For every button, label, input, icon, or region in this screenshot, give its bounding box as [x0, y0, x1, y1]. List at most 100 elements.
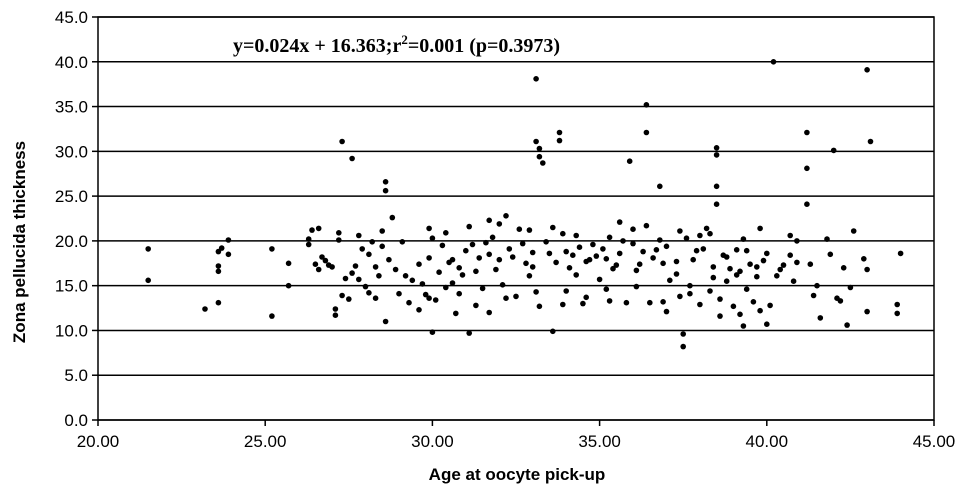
data-point [583, 258, 589, 265]
data-point [830, 147, 837, 154]
data-point [459, 272, 466, 278]
data-point [389, 214, 396, 221]
data-point [372, 264, 379, 270]
data-point [436, 269, 442, 276]
data-point [764, 321, 770, 328]
regression-annotation: y=0.024x + 16.363;r2=0.001 (p=0.3973) [233, 32, 560, 57]
data-point [650, 255, 656, 261]
data-point [499, 282, 506, 288]
data-point [717, 296, 723, 302]
data-point [372, 295, 379, 302]
plot-frame [97, 16, 935, 421]
y-tick-label: 40.0 [55, 53, 88, 72]
data-point [804, 165, 810, 172]
data-point [864, 266, 870, 273]
data-point [600, 246, 606, 252]
data-point [737, 311, 743, 318]
data-point [647, 299, 653, 306]
data-point [824, 236, 830, 242]
data-point [225, 237, 232, 243]
data-point [750, 299, 757, 305]
data-point [382, 318, 389, 325]
data-point [630, 240, 636, 247]
data-point [439, 242, 446, 249]
data-point [657, 237, 663, 243]
data-point [633, 283, 640, 290]
data-point [817, 315, 824, 321]
data-point [269, 246, 275, 252]
data-point [352, 263, 359, 269]
data-point [596, 276, 603, 283]
data-point [573, 272, 579, 278]
data-point [867, 138, 874, 145]
data-point [573, 232, 579, 239]
data-point [305, 236, 312, 242]
data-point [747, 261, 753, 268]
data-point [215, 299, 222, 306]
data-point [486, 251, 493, 258]
data-point [847, 284, 854, 291]
data-point [366, 251, 372, 258]
data-point [840, 265, 847, 271]
data-point [633, 267, 640, 274]
data-point [623, 299, 630, 306]
data-point [570, 252, 576, 258]
data-point [362, 283, 369, 290]
data-point [392, 266, 399, 273]
data-point [563, 288, 569, 294]
data-point [536, 145, 543, 152]
data-point [469, 241, 476, 248]
data-point [737, 268, 743, 275]
data-point [603, 286, 610, 293]
data-point [717, 313, 723, 319]
data-point [610, 265, 616, 272]
data-point [780, 262, 787, 268]
data-point [861, 255, 867, 262]
data-point [733, 247, 740, 253]
gridlines [92, 16, 935, 426]
data-point [432, 297, 439, 303]
data-point [449, 256, 456, 263]
x-tick-label: 25.00 [244, 432, 287, 451]
data-point [760, 257, 767, 264]
data-point [456, 265, 463, 271]
data-point [382, 187, 389, 194]
data-point [145, 277, 151, 284]
data-point [566, 265, 573, 271]
data-point [429, 235, 436, 241]
data-point [713, 201, 720, 207]
data-points [145, 59, 904, 350]
data-point [332, 306, 339, 312]
data-point [767, 302, 773, 309]
data-point [215, 263, 222, 269]
data-point [336, 237, 342, 243]
y-tick-label: 30.0 [55, 142, 88, 161]
data-point [506, 246, 513, 252]
data-point [556, 129, 563, 136]
data-point [677, 228, 683, 234]
data-point [643, 222, 650, 229]
data-point [202, 306, 208, 312]
data-point [476, 255, 483, 261]
data-point [643, 102, 650, 108]
data-point [466, 330, 473, 336]
data-point [743, 286, 750, 293]
data-point [740, 236, 747, 242]
data-point [620, 238, 626, 244]
data-point [526, 227, 533, 233]
y-axis-title: Zona pellucida thickness [10, 141, 29, 343]
data-point [864, 67, 870, 73]
data-point [710, 264, 717, 270]
data-point [285, 260, 292, 267]
data-point [366, 290, 372, 296]
data-point [657, 183, 663, 190]
y-tick-labels: 0.0 5.0 10.0 15.0 20.0 25.0 30.0 35.0 40.0 45.0 [55, 8, 88, 430]
data-point [356, 232, 362, 239]
data-point [580, 300, 586, 307]
y-tick-label: 25.0 [55, 187, 88, 206]
data-point [683, 235, 690, 241]
data-point [409, 277, 416, 284]
data-point [463, 247, 469, 254]
data-point [496, 221, 503, 227]
data-point [456, 290, 463, 297]
